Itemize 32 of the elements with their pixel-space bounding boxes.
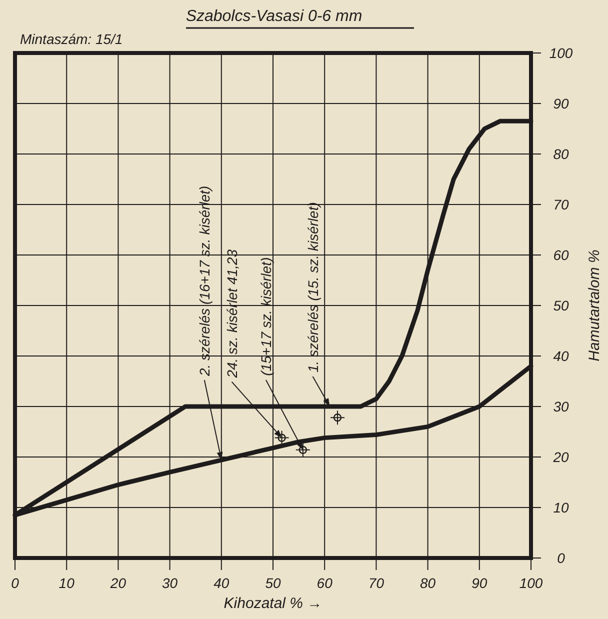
point xyxy=(274,430,290,446)
x-tick-label: 10 xyxy=(58,575,75,591)
x-tick-label: 40 xyxy=(214,575,230,591)
y-tick-label: 70 xyxy=(553,196,569,212)
annotation: 1. szérelés (15. sz. kisérlet) xyxy=(304,202,321,372)
x-tick-label: 100 xyxy=(519,575,543,591)
x-tick-label: 70 xyxy=(368,575,384,591)
y-tick-label: 10 xyxy=(553,500,569,516)
y-tick-label: 0 xyxy=(557,550,566,566)
y-tick-label: 20 xyxy=(552,449,569,465)
point xyxy=(330,410,345,426)
x-tick-label: 20 xyxy=(109,575,126,591)
y-tick-label: 50 xyxy=(553,298,569,314)
annotation: 24. sz. kisérlet 41,23 xyxy=(224,249,240,379)
x-tick-label: 60 xyxy=(316,575,333,591)
y-tick-label: 40 xyxy=(553,348,569,364)
chart-title: Szabolcs-Vasasi 0-6 mm xyxy=(186,8,362,25)
y-tick-label: 60 xyxy=(553,247,569,263)
chart-subtitle: Mintaszám: 15/1 xyxy=(20,31,123,47)
x-axis-title: Kihozatal % → xyxy=(224,595,322,612)
y-tick-label: 90 xyxy=(553,96,569,112)
annotation: (15+17 sz. kisérlet) xyxy=(258,257,274,376)
x-tick-label: 90 xyxy=(472,575,488,591)
x-tick-label: 0 xyxy=(11,575,20,591)
y-tick-label: 30 xyxy=(553,398,569,414)
x-tick-label: 50 xyxy=(265,575,281,591)
x-tick-label: 30 xyxy=(162,575,178,591)
y-tick-label: 80 xyxy=(553,146,569,162)
y-axis-title: Hamutartalom % xyxy=(586,250,603,362)
point xyxy=(295,442,310,458)
x-tick-label: 80 xyxy=(420,575,436,591)
y-tick-label: 100 xyxy=(549,45,573,61)
